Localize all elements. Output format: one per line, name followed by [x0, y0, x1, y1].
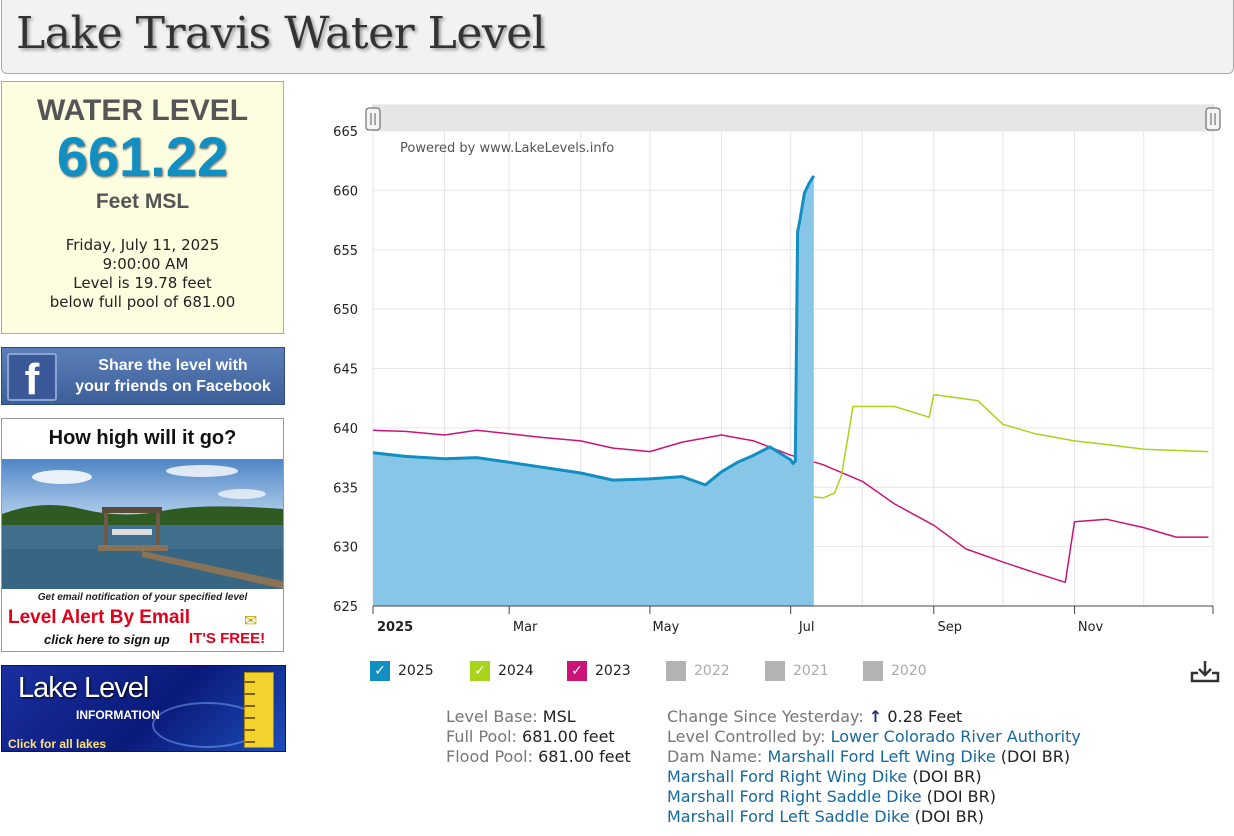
x-tick-label: Mar	[513, 620, 538, 635]
dam-link[interactable]: Marshall Ford Left Wing Dike	[767, 747, 996, 766]
dam-suffix: (DOI BR)	[926, 787, 996, 806]
legend-item-2020[interactable]: 2020	[863, 659, 927, 683]
legend-label: 2025	[398, 663, 434, 679]
legend-item-2023[interactable]: ✓ 2023	[567, 659, 631, 683]
alert-ad-signup: click here to sign up	[44, 632, 170, 647]
full-pool-label: Full Pool:	[446, 727, 517, 746]
lake-level-banner-title: Lake Level	[18, 672, 149, 704]
dam-link[interactable]: Marshall Ford Right Saddle Dike	[667, 787, 922, 806]
dam-link[interactable]: Marshall Ford Left Saddle Dike	[667, 807, 910, 826]
dam-suffix: (DOI BR)	[1000, 747, 1071, 766]
checkmark-icon: ✓	[470, 661, 490, 681]
up-arrow-icon: ↑	[868, 707, 883, 726]
facebook-icon: f	[7, 353, 57, 404]
dam-suffix: (DOI BR)	[912, 767, 982, 786]
level-diff-line1: Level is 19.78 feet	[73, 274, 212, 292]
y-tick-label: 650	[333, 303, 358, 318]
x-tick-label: Jul	[798, 620, 815, 635]
water-level-box: WATER LEVEL 661.22 Feet MSL Friday, July…	[1, 81, 284, 334]
checkmark-icon: ✓	[567, 661, 587, 681]
facebook-share-line1: Share the level with	[98, 357, 248, 374]
dam-name-label: Dam Name:	[667, 747, 763, 766]
unchecked-box-icon	[863, 661, 883, 681]
page-header: Lake Travis Water Level	[1, 0, 1234, 74]
x-tick-label: Nov	[1078, 620, 1104, 635]
water-level-chart: 625 630 635 640 645 650 655 660 665 2025 Mar May Jul…	[300, 95, 1234, 655]
navigator-handle-left[interactable]	[365, 107, 381, 131]
legend-label: 2024	[498, 663, 534, 679]
series-line-2025	[372, 175, 816, 487]
lake-dock-photo	[2, 459, 283, 589]
navigator-handle-right[interactable]	[1205, 107, 1221, 131]
alert-ad-headline: Level Alert By Email	[8, 607, 190, 628]
water-level-unit: Feet MSL	[95, 190, 190, 213]
y-tick-label: 625	[333, 600, 358, 615]
y-tick-label: 640	[333, 422, 358, 437]
ruler-icon	[244, 672, 274, 748]
lake-info-right: Change Since Yesterday: ↑ 0.28 Feet Leve…	[667, 707, 1081, 827]
lake-info-left: Level Base: MSL Full Pool: 681.00 feet F…	[446, 707, 631, 767]
change-label: Change Since Yesterday:	[667, 707, 864, 726]
x-tick-label: 2025	[377, 620, 413, 635]
y-tick-label: 660	[333, 184, 358, 199]
facebook-share-line2: your friends on Facebook	[75, 378, 271, 395]
chart-svg: 625 630 635 640 645 650 655 660 665 2025 Mar May Jul…	[333, 104, 1221, 635]
y-tick-label: 655	[333, 244, 358, 259]
alert-ad-note: Get email notification of your specified…	[37, 592, 248, 603]
chart-legend: ✓ 2025 ✓ 2024 ✓ 2023 2022 2021 2020	[370, 659, 1220, 685]
lake-level-banner-subtitle: INFORMATION	[76, 708, 160, 722]
x-tick-label: Sep	[938, 620, 963, 635]
page-title: Lake Travis Water Level	[16, 8, 546, 59]
legend-item-2025[interactable]: ✓ 2025	[370, 659, 434, 683]
level-alert-ad[interactable]: How high will it go? Get email notificat…	[1, 418, 284, 652]
flood-pool-value: 681.00 feet	[538, 747, 631, 766]
level-diff-line2: below full pool of 681.00	[49, 293, 236, 311]
x-tick-label: May	[652, 620, 679, 635]
legend-label: 2022	[694, 663, 730, 679]
legend-item-2021[interactable]: 2021	[765, 659, 829, 683]
download-icon[interactable]	[1190, 659, 1220, 683]
y-tick-label: 635	[333, 481, 358, 496]
legend-item-2024[interactable]: ✓ 2024	[470, 659, 534, 683]
water-level-value: 661.22	[56, 125, 229, 188]
dam-link[interactable]: Marshall Ford Right Wing Dike	[667, 767, 908, 786]
lake-level-info-banner[interactable]: Lake Level INFORMATION Click for all lak…	[1, 665, 286, 752]
y-tick-label: 645	[333, 363, 358, 378]
unchecked-box-icon	[765, 661, 785, 681]
level-base-label: Level Base:	[446, 707, 538, 726]
series-area-2025	[373, 175, 814, 606]
envelope-icon: ✉	[244, 611, 258, 630]
controlled-by-link[interactable]: Lower Colorado River Authority	[830, 727, 1081, 746]
checkmark-icon: ✓	[370, 661, 390, 681]
alert-ad-title: How high will it go?	[48, 427, 237, 449]
legend-label: 2021	[793, 663, 829, 679]
full-pool-value: 681.00 feet	[522, 727, 615, 746]
reading-date: Friday, July 11, 2025	[65, 236, 220, 254]
dam-suffix: (DOI BR)	[914, 807, 984, 826]
controlled-by-label: Level Controlled by:	[667, 727, 826, 746]
reading-time: 9:00:00 AM	[102, 255, 189, 273]
alert-ad-free: IT'S FREE!	[189, 630, 266, 647]
legend-label: 2020	[891, 663, 927, 679]
legend-label: 2023	[595, 663, 631, 679]
change-value: 0.28 Feet	[887, 707, 963, 726]
legend-item-2022[interactable]: 2022	[666, 659, 730, 683]
lake-level-banner-click: Click for all lakes	[8, 737, 107, 751]
facebook-share-banner[interactable]: f Share the level with your friends on F…	[1, 347, 285, 405]
chart-powered-by: Powered by www.LakeLevels.info	[400, 141, 614, 156]
y-tick-label: 630	[333, 541, 358, 556]
navigator-track	[372, 104, 1215, 132]
unchecked-box-icon	[666, 661, 686, 681]
level-base-value: MSL	[542, 707, 576, 726]
y-tick-label: 665	[333, 125, 358, 140]
flood-pool-label: Flood Pool:	[446, 747, 533, 766]
water-level-title: WATER LEVEL	[36, 94, 249, 127]
